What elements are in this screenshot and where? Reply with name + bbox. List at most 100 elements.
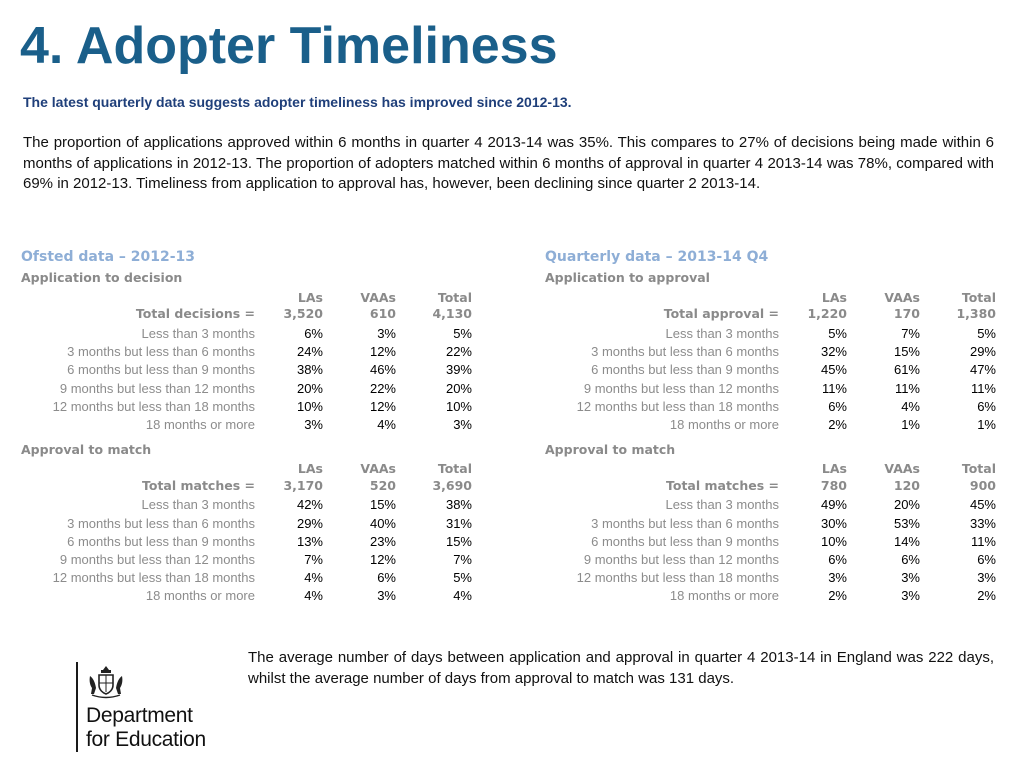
row-value: 6%: [977, 398, 996, 414]
row-value: 11%: [894, 380, 920, 396]
row-label: 9 months but less than 12 months: [583, 552, 779, 568]
column-header-total: Total: [961, 289, 996, 305]
column-header-vaas: VAAs: [360, 289, 396, 305]
row-value: 23%: [369, 533, 396, 549]
table-row: 9 months but less than 12 months 6% 6% 6%: [545, 550, 996, 568]
column-header-spacer: [545, 288, 779, 306]
intro-paragraph: The proportion of applications approved …: [23, 134, 994, 192]
page-title: 4. Adopter Timeliness: [20, 17, 558, 75]
totals-value: 3,690: [432, 477, 472, 493]
quarterly-match-table: LAs VAAs Total Total matches = 780 120 900 Less…: [545, 460, 996, 606]
row-value: 53%: [893, 515, 920, 531]
row-value: 10%: [445, 398, 472, 414]
totals-value: 170: [893, 306, 920, 322]
table-row: 9 months but less than 12 months 11% 11% 11…: [545, 379, 996, 397]
totals-value: 1,380: [956, 306, 996, 322]
table-row: 6 months but less than 9 months 38% 46% 39%: [21, 361, 472, 379]
row-value: 14%: [893, 533, 920, 549]
row-value: 4%: [304, 570, 323, 586]
column-header-vaas: VAAs: [360, 461, 396, 477]
row-value: 31%: [445, 515, 472, 531]
row-value: 3%: [901, 588, 920, 604]
column-header-las: LAs: [297, 289, 323, 305]
quarterly-section: Quarterly data – 2013-14 Q4 Application …: [545, 249, 1005, 605]
row-label: Less than 3 months: [141, 497, 255, 513]
row-value: 29%: [296, 515, 323, 531]
quarterly-match-heading: Approval to match: [545, 441, 676, 457]
row-value: 20%: [893, 497, 920, 513]
quarterly-heading: Quarterly data – 2013-14 Q4: [545, 249, 769, 265]
row-value: 45%: [820, 362, 847, 378]
row-value: 47%: [969, 362, 996, 378]
column-header-spacer: [545, 460, 779, 478]
dfe-logo: Department for Education: [76, 662, 236, 754]
row-label: 18 months or more: [145, 588, 255, 604]
row-value: 1%: [977, 416, 996, 432]
totals-label: Total approval =: [663, 306, 779, 322]
quarterly-approval-heading: Application to approval: [545, 270, 710, 285]
column-header-total: Total: [437, 461, 472, 477]
table-row: 3 months but less than 6 months 32% 15% 29%: [545, 343, 996, 361]
totals-value: 780: [820, 477, 847, 493]
table-row: 6 months but less than 9 months 13% 23% 15%: [21, 532, 472, 550]
row-value: 3%: [901, 570, 920, 586]
row-value: 2%: [828, 416, 847, 432]
row-value: 22%: [369, 380, 396, 396]
row-value: 4%: [901, 398, 920, 414]
row-value: 7%: [304, 552, 323, 568]
row-value: 15%: [893, 344, 920, 360]
table-row: Less than 3 months 42% 15% 38%: [21, 496, 472, 514]
column-header-total: Total: [961, 461, 996, 477]
totals-value: 4,130: [432, 306, 472, 322]
row-value: 3%: [828, 570, 847, 586]
row-value: 6%: [977, 552, 996, 568]
column-header-spacer: [21, 460, 255, 478]
row-value: 30%: [820, 515, 847, 531]
ofsted-heading: Ofsted data – 2012-13: [21, 249, 196, 265]
table-row: 12 months but less than 18 months 10% 12% 1…: [21, 397, 472, 415]
totals-row: Total matches = 3,170 520 3,690: [21, 478, 472, 496]
row-value: 6%: [377, 570, 396, 586]
row-label: 12 months but less than 18 months: [52, 398, 255, 414]
row-label: 12 months but less than 18 months: [52, 570, 255, 586]
ofsted-match-heading: Approval to match: [21, 441, 152, 457]
column-header-las: LAs: [821, 461, 847, 477]
table-row: Less than 3 months 6% 3% 5%: [21, 324, 472, 342]
row-value: 46%: [369, 362, 396, 378]
row-value: 61%: [893, 362, 920, 378]
column-header-vaas: VAAs: [884, 461, 920, 477]
row-value: 6%: [828, 398, 847, 414]
row-label: 3 months but less than 6 months: [67, 515, 255, 531]
totals-row: Total matches = 780 120 900: [545, 478, 996, 496]
royal-crest-icon: [89, 666, 123, 699]
row-value: 39%: [445, 362, 472, 378]
row-value: 24%: [296, 344, 323, 360]
row-value: 3%: [377, 325, 396, 341]
totals-value: 520: [369, 477, 396, 493]
logo-wordmark: Department for Education: [86, 704, 206, 752]
row-value: 12%: [369, 344, 396, 360]
row-label: 18 months or more: [145, 416, 255, 432]
column-header-row: LAs VAAs Total: [545, 460, 996, 478]
table-row: 6 months but less than 9 months 10% 14% 11%: [545, 532, 996, 550]
logo-divider: [76, 662, 78, 752]
row-value: 3%: [377, 588, 396, 604]
row-value: 3%: [304, 416, 323, 432]
row-value: 2%: [977, 588, 996, 604]
ofsted-match-table: LAs VAAs Total Total matches = 3,170 520 3,690…: [21, 460, 472, 606]
row-value: 5%: [453, 325, 472, 341]
row-value: 45%: [969, 497, 996, 513]
closing-paragraph: The average number of days between appli…: [248, 649, 994, 687]
row-value: 10%: [820, 533, 847, 549]
row-value: 5%: [828, 325, 847, 341]
totals-value: 3,520: [283, 306, 323, 322]
totals-value: 3,170: [283, 477, 323, 493]
row-value: 42%: [296, 497, 323, 513]
row-value: 11%: [970, 533, 996, 549]
row-value: 15%: [445, 533, 472, 549]
table-row: 12 months but less than 18 months 4% 6% 5%: [21, 569, 472, 587]
row-value: 4%: [453, 588, 472, 604]
table-row: Less than 3 months 5% 7% 5%: [545, 324, 996, 342]
row-value: 49%: [820, 497, 847, 513]
totals-label: Total decisions =: [135, 306, 255, 322]
